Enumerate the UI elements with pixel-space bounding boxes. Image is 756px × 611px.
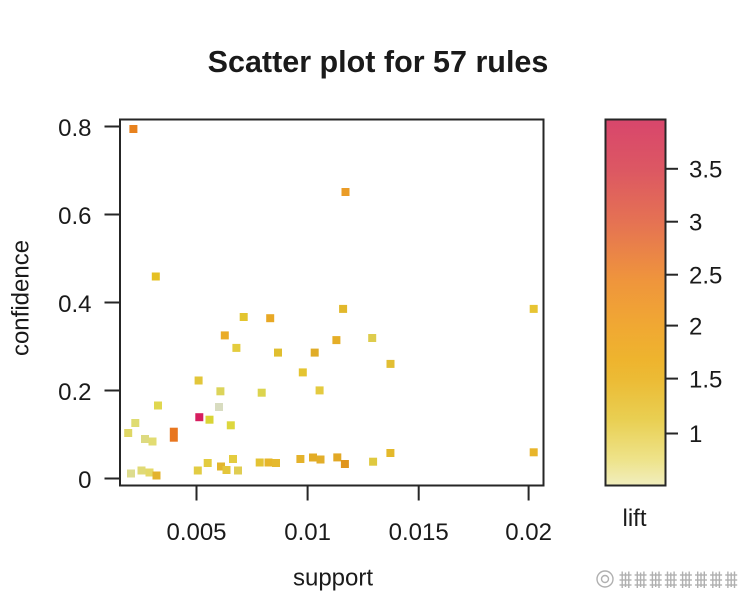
svg-text:0.4: 0.4 [58,291,91,318]
svg-text:1.5: 1.5 [689,366,722,393]
svg-text:Scatter plot for 57 rules: Scatter plot for 57 rules [208,45,549,79]
svg-text:3.5: 3.5 [689,157,722,184]
svg-text:2: 2 [689,313,702,340]
svg-text:0.2: 0.2 [58,379,91,406]
svg-text:0: 0 [78,467,91,494]
svg-text:2.5: 2.5 [689,262,722,289]
svg-text:0.6: 0.6 [58,203,91,230]
svg-text:0.01: 0.01 [284,519,331,546]
svg-text:support: support [293,565,373,592]
svg-text:0.8: 0.8 [58,115,91,142]
svg-text:confidence: confidence [8,240,35,356]
svg-text:1: 1 [689,421,702,448]
svg-text:0.015: 0.015 [389,519,449,546]
svg-text:0.005: 0.005 [166,519,226,546]
svg-text:lift: lift [623,505,647,532]
svg-text:0.02: 0.02 [505,519,552,546]
svg-text:3: 3 [689,209,702,236]
